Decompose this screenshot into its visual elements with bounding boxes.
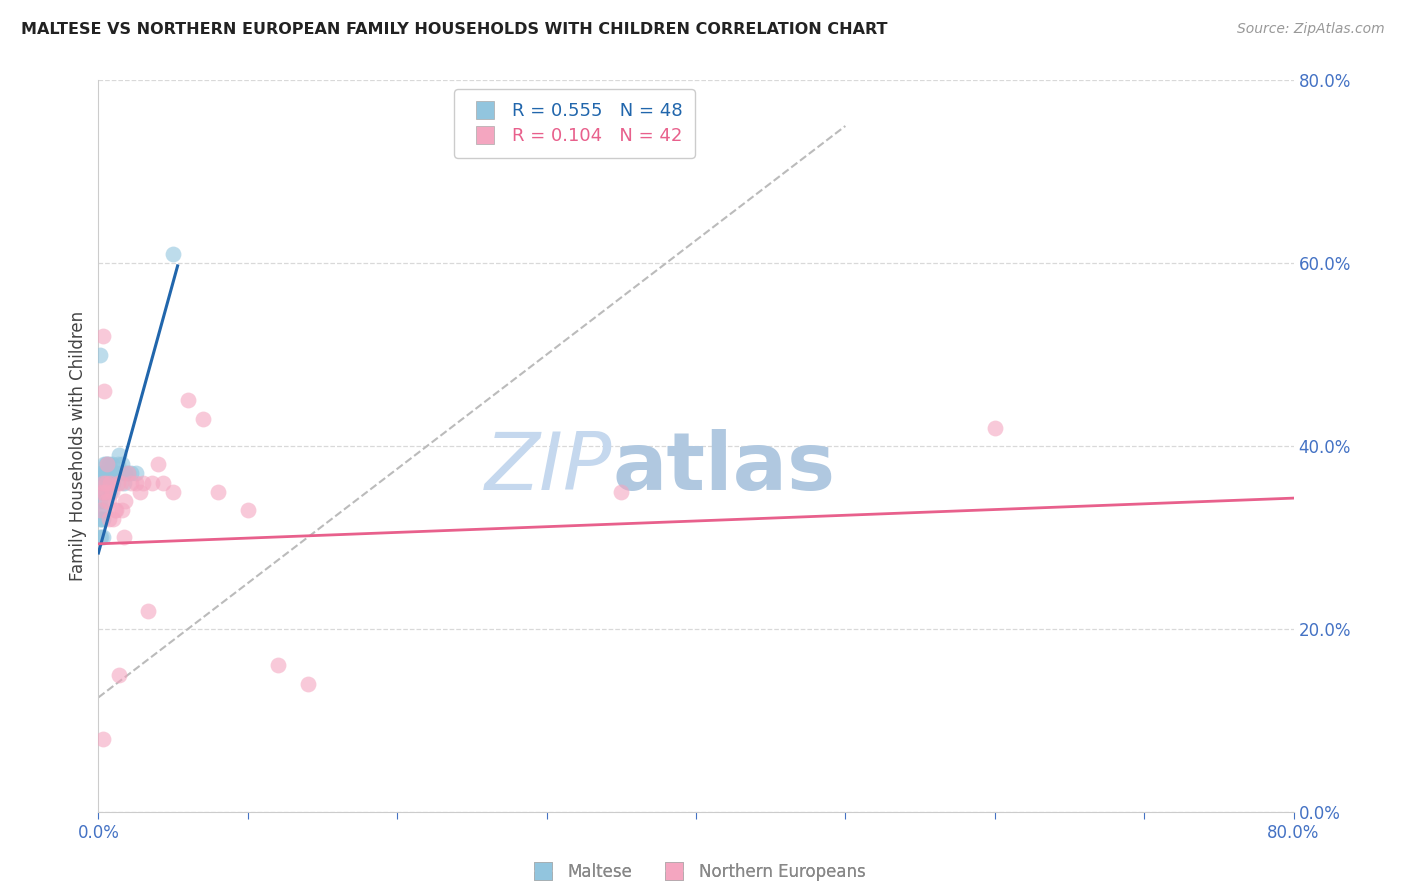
Point (104, 467, 127, 481)
Point (97, 475, 120, 490)
Point (129, 484, 152, 499)
Point (120, 467, 142, 481)
Point (93, 467, 115, 481)
Point (91, 503, 114, 517)
Point (93, 484, 115, 499)
Text: Source: ZipAtlas.com: Source: ZipAtlas.com (1237, 22, 1385, 37)
Point (104, 503, 127, 517)
Point (107, 475, 129, 490)
Point (120, 475, 142, 490)
Point (91, 493, 114, 508)
Point (89, 530, 111, 544)
Point (91, 484, 114, 499)
Point (91, 731, 114, 746)
Point (93, 458, 115, 472)
Text: ZIP: ZIP (485, 429, 612, 507)
Point (89, 503, 111, 517)
Text: MALTESE VS NORTHERN EUROPEAN FAMILY HOUSEHOLDS WITH CHILDREN CORRELATION CHART: MALTESE VS NORTHERN EUROPEAN FAMILY HOUS… (21, 22, 887, 37)
Point (98, 467, 122, 481)
Point (112, 530, 135, 544)
Point (110, 475, 132, 490)
Point (91, 512, 114, 526)
Point (152, 475, 174, 490)
Point (96, 484, 118, 499)
Point (90, 503, 112, 517)
Point (89, 493, 111, 508)
Point (141, 475, 163, 490)
Point (610, 484, 633, 499)
Point (94, 458, 117, 472)
Point (267, 658, 290, 673)
Point (94, 467, 117, 481)
Point (117, 467, 139, 481)
Point (114, 493, 136, 508)
Point (191, 411, 214, 425)
Point (98, 467, 122, 481)
Point (983, 421, 1005, 435)
Point (96, 458, 118, 472)
Point (162, 484, 184, 499)
Point (103, 475, 125, 490)
Point (90, 475, 112, 490)
Point (207, 484, 229, 499)
Point (108, 667, 131, 681)
Text: atlas: atlas (612, 429, 835, 507)
Point (96, 467, 118, 481)
Point (132, 475, 155, 490)
Y-axis label: Family Households with Children: Family Households with Children (69, 311, 87, 581)
Point (111, 503, 134, 517)
Point (91, 475, 114, 490)
Point (101, 475, 124, 490)
Point (103, 512, 125, 526)
Point (105, 503, 128, 517)
Point (96, 475, 118, 490)
Point (93, 384, 115, 399)
Point (94, 493, 117, 508)
Point (136, 603, 159, 617)
Point (98, 475, 122, 490)
Point (90, 484, 112, 499)
Point (297, 676, 319, 690)
Point (111, 458, 134, 472)
Point (98, 484, 122, 499)
Point (91, 530, 114, 544)
Point (117, 467, 139, 481)
Point (94, 475, 117, 490)
Point (114, 467, 136, 481)
Point (91, 475, 114, 490)
Point (125, 467, 148, 481)
Point (177, 393, 200, 408)
Point (110, 467, 132, 481)
Point (112, 475, 135, 490)
Point (94, 475, 117, 490)
Point (97, 458, 120, 472)
Point (90, 484, 112, 499)
Point (108, 448, 131, 462)
Point (125, 475, 148, 490)
Point (97, 493, 120, 508)
Point (103, 467, 125, 481)
Point (90, 512, 112, 526)
Point (90, 467, 112, 481)
Point (162, 247, 184, 261)
Point (101, 458, 124, 472)
Point (96, 458, 118, 472)
Point (107, 458, 129, 472)
Point (93, 484, 115, 499)
Point (101, 484, 124, 499)
Point (236, 503, 259, 517)
Point (94, 467, 117, 481)
Point (89, 512, 111, 526)
Point (89, 348, 111, 362)
Point (105, 467, 128, 481)
Legend: Maltese, Northern Europeans: Maltese, Northern Europeans (519, 856, 873, 888)
Point (148, 458, 170, 472)
Point (91, 329, 114, 343)
Point (93, 467, 115, 481)
Point (97, 512, 120, 526)
Point (90, 530, 112, 544)
